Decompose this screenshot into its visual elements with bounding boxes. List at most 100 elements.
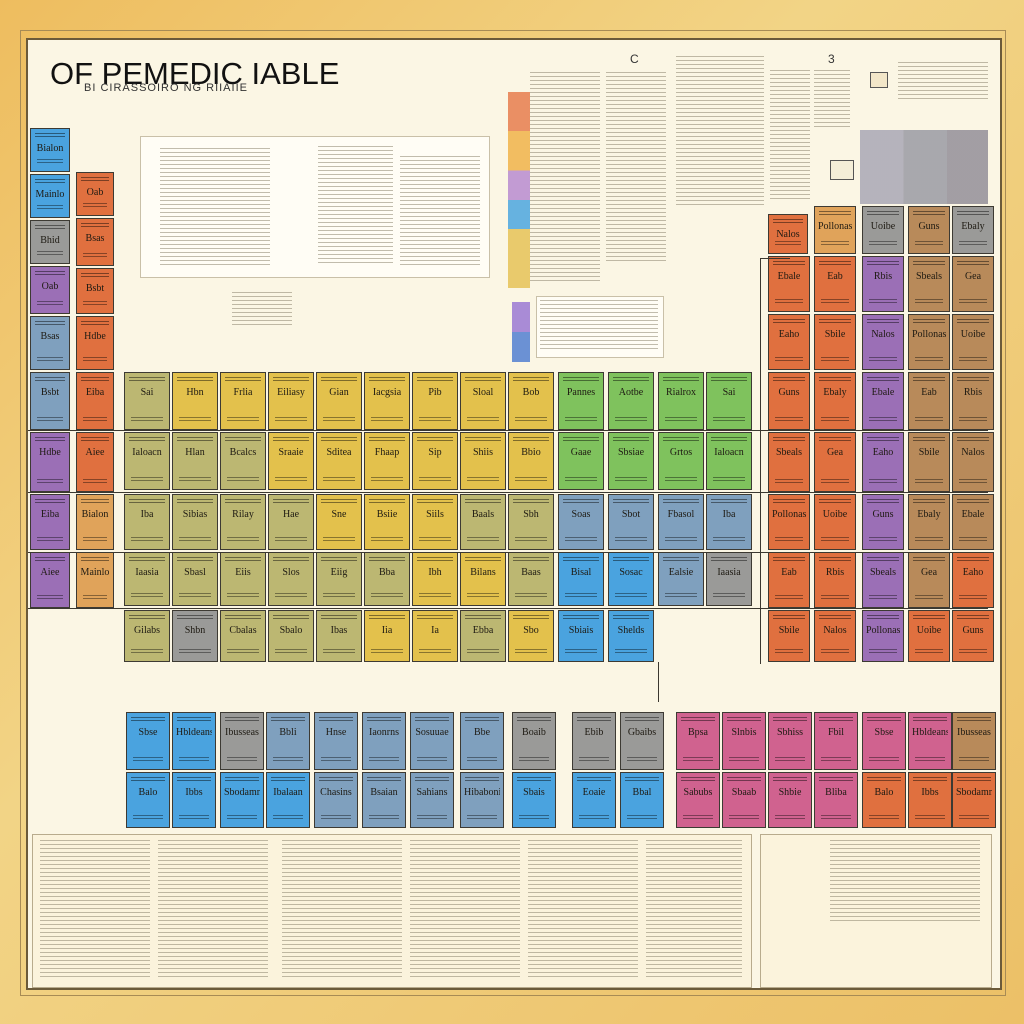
- element-label: Ibbs: [185, 787, 203, 798]
- fine-text-block: [898, 62, 988, 102]
- element-label: Bilans: [470, 567, 496, 578]
- right-element-cell: Guns: [862, 494, 904, 550]
- element-label: Bbli: [279, 727, 297, 738]
- element-label: Bob: [522, 387, 540, 398]
- element-cell: Fbasol: [658, 494, 704, 550]
- element-label: Aotbe: [618, 387, 644, 398]
- element-label: Sai: [722, 387, 736, 398]
- right-element-cell: Eaho: [952, 552, 994, 608]
- element-label: Mainlo: [35, 189, 65, 200]
- element-label: Bpsa: [688, 727, 708, 738]
- element-label: Shelds: [617, 625, 645, 636]
- element-label: Sbot: [621, 509, 641, 520]
- element-label: Eiba: [85, 387, 105, 398]
- element-label: Sbse: [138, 727, 158, 738]
- divider-line: [760, 258, 761, 664]
- element-label: Sai: [140, 387, 154, 398]
- f-block-cell: Eoaie: [572, 772, 616, 828]
- f-block-cell: Hnse: [314, 712, 358, 770]
- element-cell: Sbsiae: [608, 432, 654, 490]
- element-label: Ebaly: [823, 387, 847, 398]
- element-cell: Shbn: [172, 610, 218, 662]
- row-divider-line: [28, 492, 988, 493]
- right-element-cell: Sbeals: [768, 432, 810, 492]
- poster-title: OF PEMEDIC IABLE: [50, 56, 340, 91]
- element-cell: Sne: [316, 494, 362, 550]
- element-label: Eaho: [872, 447, 894, 458]
- row-divider-line: [28, 608, 988, 609]
- f-block-cell: Ibbs: [908, 772, 952, 828]
- element-label: Fhaap: [374, 447, 400, 458]
- right-element-cell: Pollonas: [814, 206, 856, 254]
- element-label: Slnbis: [731, 727, 757, 738]
- right-element-cell: Ebaly: [952, 206, 994, 254]
- element-cell: Sosac: [608, 552, 654, 606]
- element-cell: Bob: [508, 372, 554, 430]
- element-label: Bialon: [36, 143, 64, 154]
- element-label: Bsaian: [370, 787, 398, 798]
- f-block-cell: Bbal: [620, 772, 664, 828]
- element-label: Iaasia: [135, 567, 159, 578]
- element-label: Sbodamn: [224, 787, 260, 798]
- element-label: Sabubs: [683, 787, 713, 798]
- right-element-cell: Ebaly: [908, 494, 950, 550]
- right-element-cell: Eaho: [862, 432, 904, 492]
- element-label: Ealsie: [668, 567, 694, 578]
- element-label: Uoibe: [960, 329, 986, 340]
- element-label: Ebale: [777, 271, 801, 282]
- fine-text-block: [528, 840, 638, 980]
- element-label: Sbsiae: [617, 447, 645, 458]
- element-label: Pib: [428, 387, 442, 398]
- column-mark-c: C: [630, 52, 639, 66]
- fine-text-block: [814, 70, 850, 130]
- element-cell: Iacgsia: [364, 372, 410, 430]
- right-element-cell: Guns: [768, 372, 810, 430]
- f-block-cell: Bbe: [460, 712, 504, 770]
- f-block-cell: Bbli: [266, 712, 310, 770]
- f-block-cell: Sosuuae: [410, 712, 454, 770]
- element-label: Sloal: [472, 387, 494, 398]
- right-element-cell: Ebale: [862, 372, 904, 430]
- element-label: Oab: [41, 281, 59, 292]
- element-cell: Eiliasy: [268, 372, 314, 430]
- element-label: Hlan: [185, 447, 205, 458]
- left-element-cell: Bsas: [30, 316, 70, 370]
- element-cell: Hlan: [172, 432, 218, 490]
- element-label: Iaonrns: [369, 727, 399, 738]
- left-element-cell: Eiba: [30, 494, 70, 550]
- f-block-cell: Sbse: [126, 712, 170, 770]
- row-divider-line: [28, 430, 988, 431]
- element-label: Baals: [471, 509, 495, 520]
- element-label: Aiee: [85, 447, 105, 458]
- f-block-cell: Hbldeans: [908, 712, 952, 770]
- element-cell: Bsiie: [364, 494, 410, 550]
- f-block-cell: Sahians: [410, 772, 454, 828]
- fine-text-block: [770, 70, 810, 200]
- right-element-cell: Pollonas: [908, 314, 950, 370]
- row-divider-line: [28, 552, 988, 553]
- element-label: Slos: [282, 567, 300, 578]
- element-label: Soas: [571, 509, 591, 520]
- element-label: Rbis: [873, 271, 893, 282]
- element-label: Guns: [962, 625, 984, 636]
- right-element-cell: Guns: [908, 206, 950, 254]
- element-label: Rbis: [963, 387, 983, 398]
- f-block-cell: Sbhiss: [768, 712, 812, 770]
- right-element-cell: Nalos: [768, 214, 808, 254]
- element-label: Gea: [964, 271, 982, 282]
- element-cell: Sbot: [608, 494, 654, 550]
- element-label: Balo: [874, 787, 894, 798]
- element-label: Ibusseas: [957, 727, 991, 738]
- element-label: Hibabonie: [464, 787, 500, 798]
- element-label: Ibas: [330, 625, 348, 636]
- element-cell: Sbh: [508, 494, 554, 550]
- element-label: Gbaibs: [627, 727, 657, 738]
- element-cell: Ibas: [316, 610, 362, 662]
- divider-line: [760, 258, 790, 259]
- element-label: Siils: [426, 509, 444, 520]
- element-cell: Fhaap: [364, 432, 410, 490]
- element-label: Sbile: [778, 625, 800, 636]
- element-label: Hbldeans: [912, 727, 948, 738]
- element-label: Eiliasy: [277, 387, 305, 398]
- left-element-cell: Aiee: [76, 432, 114, 492]
